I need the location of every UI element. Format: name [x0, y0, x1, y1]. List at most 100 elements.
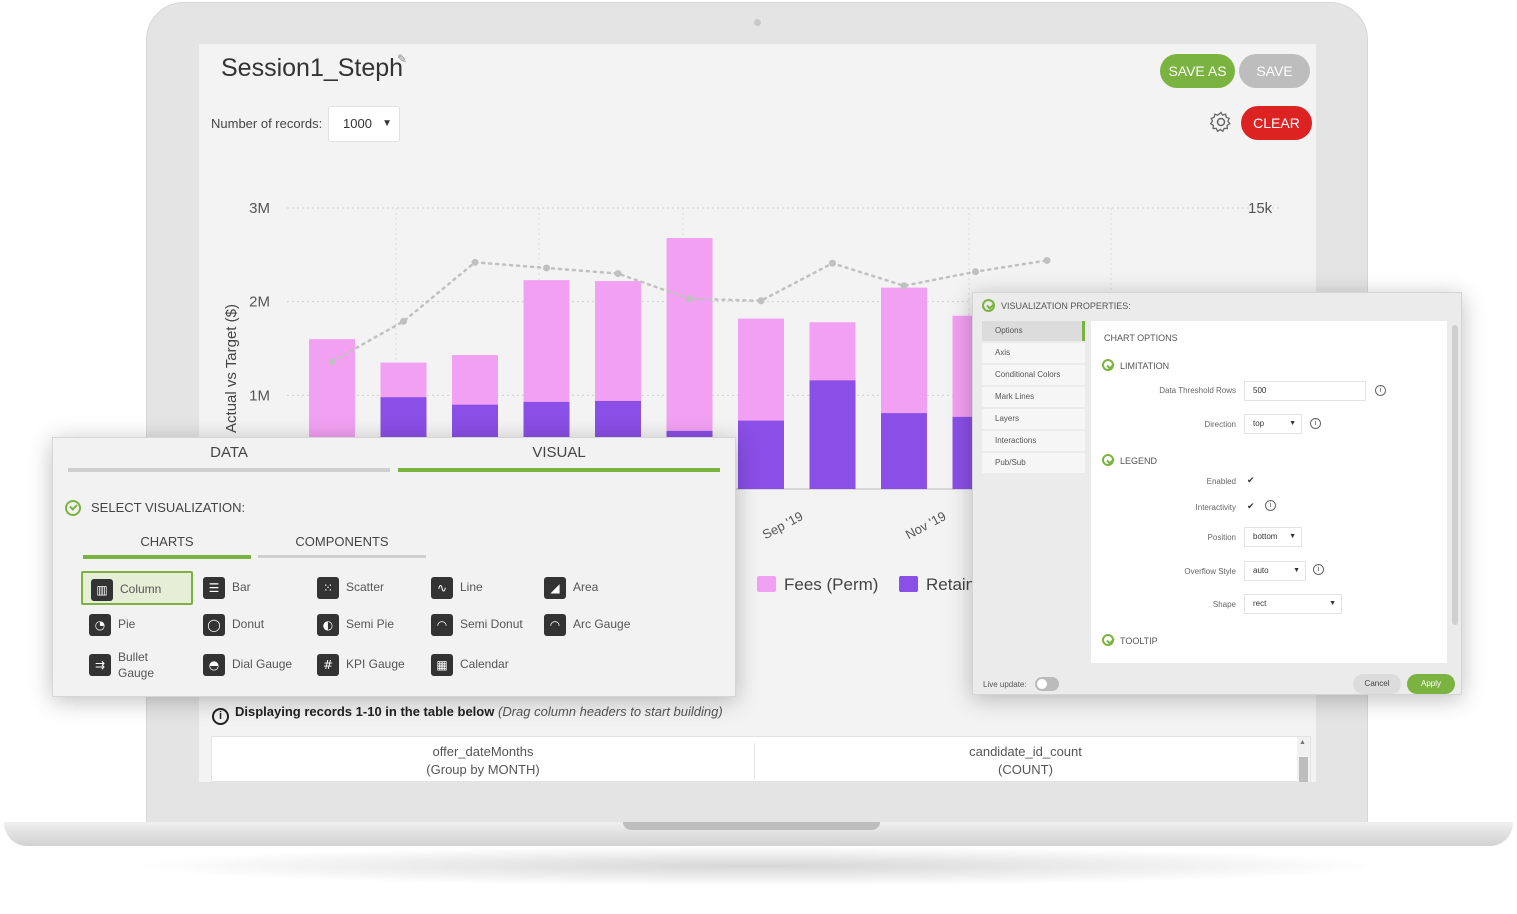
info-icon: i	[212, 708, 229, 725]
target-point	[400, 317, 407, 325]
records-label: Number of records:	[211, 116, 323, 131]
arc-gauge-icon: ◠	[544, 614, 566, 636]
viz-option-bullet-gauge[interactable]: ⇉ Bullet Gauge	[81, 648, 193, 682]
target-point	[328, 358, 336, 366]
nav-item-axis[interactable]: Axis	[982, 343, 1085, 363]
edit-pencil-icon[interactable]: ✎	[397, 52, 408, 66]
viz-option-label: Arc Gauge	[573, 617, 631, 631]
viz-option-arc-gauge[interactable]: ◠ Arc Gauge	[536, 608, 648, 642]
info-icon[interactable]: i	[1265, 500, 1276, 511]
viz-option-label: Calendar	[460, 657, 509, 671]
overflow-style-label: Overflow Style	[1184, 567, 1236, 576]
nav-item-options[interactable]: Options	[982, 321, 1085, 341]
legend-swatch	[899, 576, 918, 592]
bullet-gauge-icon: ⇉	[89, 654, 111, 676]
shape-select[interactable]: rect ▼	[1244, 594, 1342, 614]
records-select[interactable]: 1000 ▼	[328, 106, 400, 142]
cancel-button[interactable]: Cancel	[1353, 674, 1401, 694]
chevron-down-icon: ▼	[1329, 600, 1336, 607]
viz-option-label: Dial Gauge	[232, 657, 293, 671]
position-label: Position	[1207, 533, 1236, 542]
target-point	[543, 264, 550, 272]
nav-item-conditional-colors[interactable]: Conditional Colors	[982, 365, 1085, 385]
select-visualization-panel: DATA VISUAL SELECT VISUALIZATION: CHARTS…	[52, 437, 736, 697]
viz-option-dial-gauge[interactable]: ◓ Dial Gauge	[195, 648, 307, 682]
viz-option-scatter[interactable]: ⁙ Scatter	[309, 571, 421, 605]
viz-option-label: Pie	[118, 617, 136, 631]
column-header-offer-date[interactable]: offer_dateMonths (Group by MONTH)	[212, 743, 754, 779]
save-button[interactable]: SAVE	[1239, 54, 1310, 88]
semi-donut-chart-icon: ◠	[431, 614, 453, 636]
viz-option-label: Scatter	[346, 580, 385, 594]
tab-data-underline	[68, 468, 390, 472]
info-icon[interactable]: i	[1310, 418, 1321, 429]
target-point	[1043, 256, 1051, 264]
nav-item-pubsub[interactable]: Pub/Sub	[982, 453, 1085, 473]
laptop-shadow	[120, 846, 1397, 886]
bar-retained	[809, 380, 856, 489]
live-update-label: Live update:	[983, 680, 1027, 689]
y-right-tick-label: 15k	[1248, 200, 1273, 217]
interactivity-label: Interactivity	[1195, 503, 1236, 512]
enabled-label: Enabled	[1206, 477, 1236, 486]
nav-item-mark-lines[interactable]: Mark Lines	[982, 387, 1085, 407]
properties-nav: Options Axis Conditional Colors Mark Lin…	[982, 321, 1085, 475]
column-header-grouping: (COUNT)	[998, 762, 1053, 777]
viz-option-label: Semi Donut	[460, 617, 523, 631]
save-as-button[interactable]: SAVE AS	[1160, 54, 1235, 88]
data-threshold-input[interactable]: 500	[1244, 381, 1366, 401]
info-icon[interactable]: i	[1313, 564, 1324, 575]
nav-item-layers[interactable]: Layers	[982, 409, 1085, 429]
subtab-charts-underline	[83, 555, 251, 559]
column-header-candidate-count[interactable]: candidate_id_count (COUNT)	[754, 743, 1296, 779]
interactivity-checkbox[interactable]: ✔	[1247, 501, 1255, 511]
enabled-checkbox[interactable]: ✔	[1247, 475, 1255, 485]
legend-heading: LEGEND	[1120, 456, 1158, 466]
subtab-charts[interactable]: CHARTS	[140, 534, 194, 549]
target-point	[972, 268, 979, 276]
session-title: Session1_Steph	[221, 54, 404, 82]
viz-option-area[interactable]: ◢ Area	[536, 571, 648, 605]
properties-scrollbar[interactable]	[1452, 325, 1458, 625]
chevron-down-icon: ▼	[1293, 567, 1300, 574]
tab-visual[interactable]: VISUAL	[532, 444, 586, 461]
y-tick-label: 1M	[249, 387, 270, 404]
viz-option-calendar[interactable]: ▦ Calendar	[423, 648, 535, 682]
properties-title: VISUALIZATION PROPERTIES:	[1001, 301, 1131, 311]
viz-option-label: Donut	[232, 617, 265, 631]
viz-option-semi-donut[interactable]: ◠ Semi Donut	[423, 608, 535, 642]
scroll-thumb[interactable]	[1299, 757, 1308, 782]
viz-option-label: Area	[573, 580, 599, 594]
apply-button[interactable]: Apply	[1407, 674, 1455, 694]
chevron-down-icon: ▼	[1289, 533, 1296, 540]
overflow-style-select[interactable]: auto ▼	[1244, 561, 1306, 581]
y-tick-label: 3M	[249, 200, 270, 217]
viz-option-pie[interactable]: ◔ Pie	[81, 608, 193, 642]
settings-gear-icon[interactable]	[1209, 110, 1233, 134]
viz-option-kpi-gauge[interactable]: # KPI Gauge	[309, 648, 421, 682]
tab-visual-underline	[398, 468, 720, 472]
live-update-toggle[interactable]	[1035, 677, 1059, 691]
check-circle-icon	[982, 299, 995, 312]
viz-option-label: Bullet Gauge	[118, 650, 155, 680]
viz-option-donut[interactable]: ◯ Donut	[195, 608, 307, 642]
viz-option-semi-pie[interactable]: ◐ Semi Pie	[309, 608, 421, 642]
select-visualization-label: SELECT VISUALIZATION:	[91, 500, 246, 515]
bar-retained	[881, 413, 927, 489]
viz-option-line[interactable]: ∿ Line	[423, 571, 535, 605]
scroll-up-icon[interactable]: ▲	[1299, 739, 1306, 746]
data-table: offer_dateMonths (Group by MONTH) candid…	[211, 736, 1311, 782]
viz-option-label: Column	[120, 582, 162, 596]
viz-option-bar[interactable]: ☰ Bar	[195, 571, 307, 605]
subtab-components[interactable]: COMPONENTS	[295, 534, 389, 549]
table-scrollbar[interactable]: ▲	[1297, 737, 1310, 782]
position-select[interactable]: bottom ▼	[1244, 527, 1302, 547]
viz-option-column[interactable]: ▥ Column	[81, 571, 193, 605]
tab-data[interactable]: DATA	[210, 444, 248, 461]
clear-button[interactable]: CLEAR	[1241, 106, 1312, 140]
info-icon[interactable]: i	[1375, 385, 1386, 396]
nav-item-interactions[interactable]: Interactions	[982, 431, 1085, 451]
direction-select[interactable]: top ▼	[1244, 414, 1302, 434]
viz-option-label: Line	[460, 580, 483, 594]
